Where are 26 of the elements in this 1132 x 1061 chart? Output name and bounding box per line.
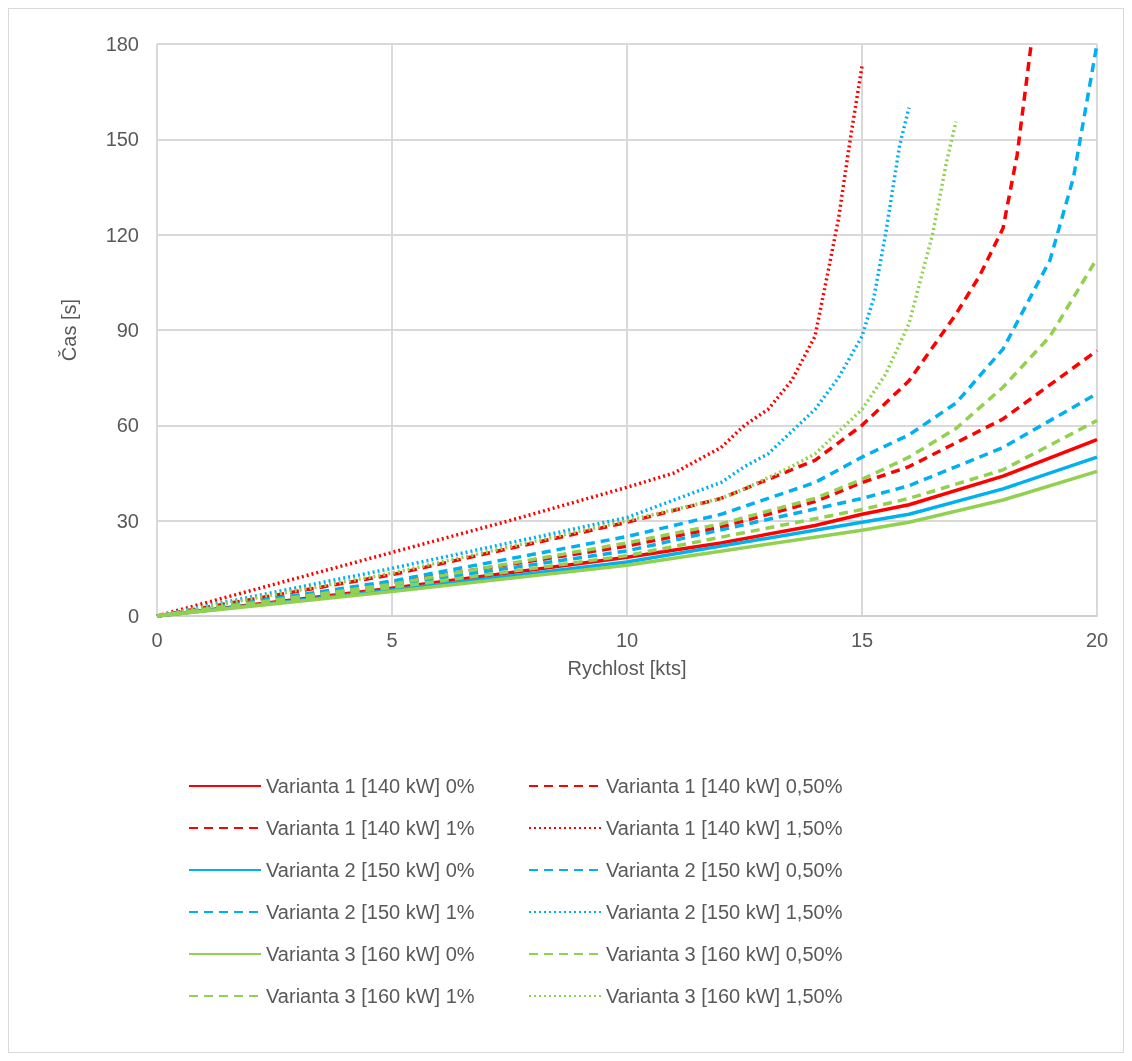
legend-label: Varianta 1 [140 kW] 0,50% — [606, 775, 843, 797]
legend-label: Varianta 2 [150 kW] 0,50% — [606, 859, 843, 881]
y-tick-label: 30 — [116, 509, 139, 532]
legend-label: Varianta 2 [150 kW] 1% — [266, 901, 475, 923]
legend-label: Varianta 2 [150 kW] 1,50% — [606, 901, 843, 923]
x-tick-label: 20 — [1085, 629, 1109, 651]
x-tick-label: 10 — [615, 629, 639, 651]
legend-label: Varianta 1 [140 kW] 1,50% — [606, 817, 843, 839]
y-tick-label: 60 — [116, 414, 139, 437]
y-tick-label: 0 — [127, 605, 139, 627]
legend-label: Varianta 3 [160 kW] 1,50% — [606, 985, 843, 1007]
y-tick-label: 150 — [105, 128, 139, 151]
x-axis-title: Rychlost [kts] — [567, 657, 687, 679]
legend-label: Varianta 3 [160 kW] 0,50% — [606, 943, 843, 965]
x-tick-label: 15 — [850, 629, 874, 651]
legend-label: Varianta 1 [140 kW] 0% — [266, 775, 475, 797]
legend-label: Varianta 2 [150 kW] 0% — [266, 859, 475, 881]
y-axis-title: Čas [s] — [58, 298, 80, 362]
y-tick-label: 120 — [105, 223, 139, 246]
legend-label: Varianta 1 [140 kW] 1% — [266, 817, 475, 839]
legend-label: Varianta 3 [160 kW] 1% — [266, 985, 475, 1007]
y-tick-label: 90 — [116, 319, 139, 341]
x-tick-label: 0 — [151, 629, 163, 651]
x-tick-label: 5 — [386, 629, 398, 651]
y-tick-label: 180 — [105, 33, 139, 55]
legend-label: Varianta 3 [160 kW] 0% — [266, 943, 475, 965]
